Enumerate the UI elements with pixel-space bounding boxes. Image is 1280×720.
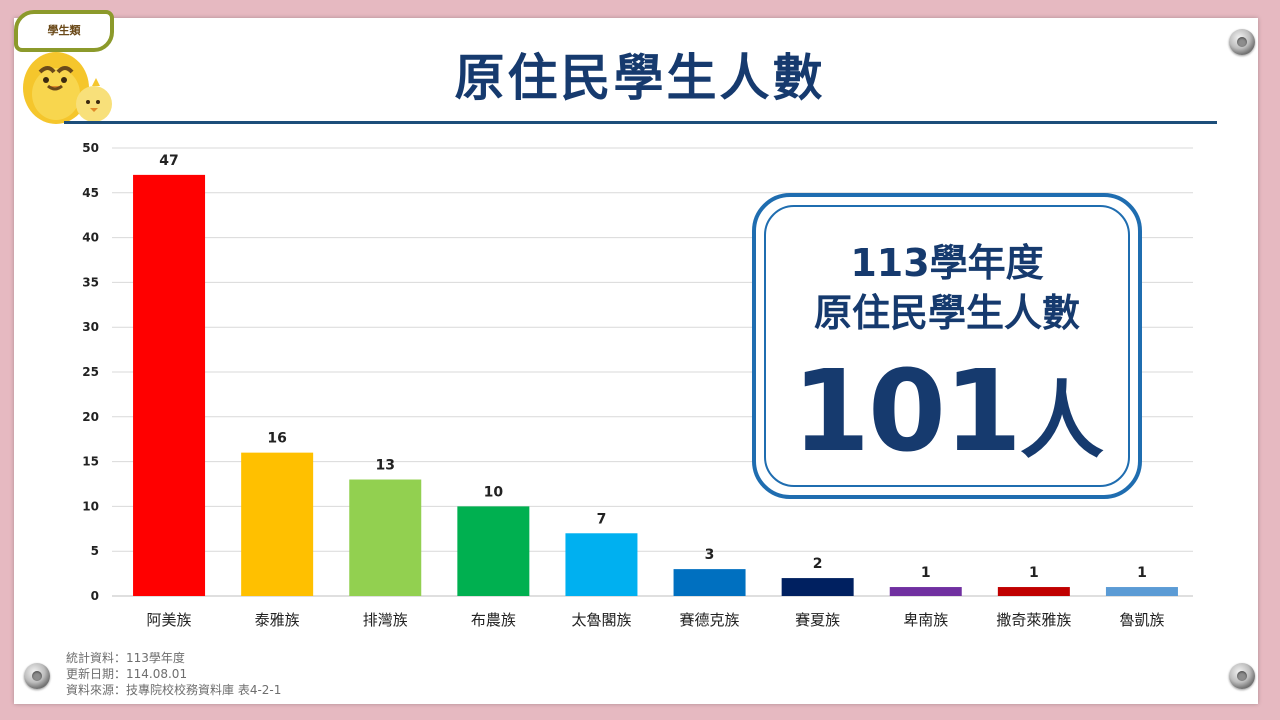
bar (241, 452, 314, 596)
summary-year: 113學年度 (850, 241, 1044, 285)
category-badge: 學生類 (14, 10, 114, 52)
title-divider (64, 121, 1217, 124)
bar-value-label: 10 (484, 484, 504, 500)
x-tick-label: 卑南族 (903, 611, 948, 629)
bar-value-label: 7 (597, 511, 607, 527)
y-tick-label: 45 (82, 186, 99, 200)
x-tick-label: 布農族 (471, 611, 516, 629)
bar-value-label: 47 (159, 153, 178, 169)
x-tick-label: 賽德克族 (680, 611, 740, 629)
bar (133, 174, 206, 596)
y-tick-label: 50 (82, 141, 99, 155)
bar-data-labels: 47 16 13 10 7 3 2 1 1 1 (159, 153, 1147, 581)
summary-total-unit: 人 (1019, 372, 1104, 470)
pin-icon (24, 663, 50, 689)
chick-mascot-icon (23, 52, 112, 124)
y-tick-label: 10 (82, 499, 99, 513)
bar (781, 578, 854, 596)
summary-box: 113學年度 原住民學生人數 101人 (752, 193, 1142, 499)
bar (457, 506, 530, 596)
x-tick-label: 阿美族 (147, 611, 192, 629)
footer-stat-year: 統計資料：113學年度 (66, 651, 185, 665)
x-tick-label: 撒奇萊雅族 (996, 611, 1071, 629)
bar (349, 479, 422, 596)
x-tick-label: 排灣族 (363, 611, 408, 629)
bar-value-label: 16 (267, 431, 286, 447)
bar-value-label: 1 (1137, 565, 1147, 581)
summary-label: 原住民學生人數 (813, 291, 1080, 335)
bar (1105, 587, 1178, 596)
footer-notes: 統計資料：113學年度 更新日期：114.08.01 資料來源：技專院校校務資料… (66, 650, 281, 698)
bar-value-label: 1 (1029, 565, 1039, 581)
y-tick-label: 0 (91, 589, 99, 603)
page-title: 原住民學生人數 (454, 49, 826, 107)
y-tick-label: 30 (82, 320, 99, 334)
footer-source: 資料來源：技專院校校務資料庫 表4-2-1 (66, 683, 282, 697)
chart-bars (133, 174, 1178, 596)
summary-total-number: 101 (792, 347, 1022, 477)
y-tick-label: 40 (82, 231, 99, 245)
footer-update-date: 更新日期：114.08.01 (66, 667, 188, 681)
x-tick-label: 賽夏族 (795, 611, 840, 629)
summary-total: 101人 (766, 347, 1128, 477)
pin-icon (1229, 29, 1255, 55)
pin-icon (1229, 663, 1255, 689)
y-tick-label: 25 (82, 365, 99, 379)
x-tick-label: 太魯閣族 (571, 611, 631, 629)
bar (565, 533, 638, 596)
y-axis-ticks: 0 5 10 15 20 25 30 35 40 45 50 (82, 141, 99, 603)
y-tick-label: 35 (82, 275, 99, 289)
y-tick-label: 15 (82, 455, 99, 469)
y-tick-label: 5 (91, 544, 99, 558)
x-axis-ticks: 阿美族 泰雅族 排灣族 布農族 太魯閣族 賽德克族 賽夏族 卑南族 撒奇萊雅族 魯凱族 (147, 611, 1165, 629)
bar (673, 569, 746, 596)
bar-value-label: 13 (376, 458, 395, 474)
bar-value-label: 3 (705, 547, 715, 563)
summary-inner-frame: 113學年度 原住民學生人數 101人 (764, 205, 1130, 487)
y-tick-label: 20 (82, 410, 99, 424)
bar (889, 587, 962, 596)
x-tick-label: 魯凱族 (1119, 611, 1164, 629)
bar-value-label: 1 (921, 565, 931, 581)
x-tick-label: 泰雅族 (255, 611, 300, 629)
bar-value-label: 2 (813, 556, 823, 572)
bar (997, 587, 1070, 596)
